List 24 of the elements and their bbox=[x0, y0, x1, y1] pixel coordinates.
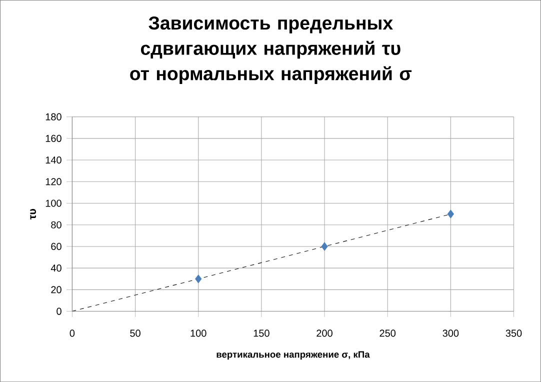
x-tick-label: 50 bbox=[130, 330, 140, 337]
y-tick-label: 60 bbox=[51, 242, 62, 250]
x-tick-label: 100 bbox=[190, 330, 206, 337]
y-tick-label: 20 bbox=[51, 286, 62, 294]
y-tick-label: 100 bbox=[46, 200, 62, 207]
x-tick-label: 200 bbox=[316, 330, 332, 337]
chart-title: Зависимость предельных сдвигающих напряжений τυ от нормальных напряжений σ bbox=[130, 16, 412, 84]
x-tick-label: 0 bbox=[70, 330, 75, 337]
x-tick-label: 350 bbox=[506, 330, 522, 337]
y-tick-label: 140 bbox=[46, 156, 62, 164]
y-tick-label: 180 bbox=[46, 113, 62, 120]
y-tick-label: 80 bbox=[51, 221, 62, 228]
point bbox=[447, 210, 454, 218]
point bbox=[321, 242, 328, 251]
x-tick-label: 250 bbox=[380, 330, 396, 337]
x-axis-title: вертикальное напряжение σ, кПа bbox=[216, 351, 370, 360]
y-tick-label: 0 bbox=[56, 308, 62, 315]
point bbox=[195, 274, 202, 284]
y-tick-label: 40 bbox=[50, 264, 62, 272]
y-axis-title: τυ bbox=[30, 208, 36, 220]
y-tick-label: 120 bbox=[46, 178, 62, 186]
x-tick-label: 300 bbox=[442, 330, 459, 337]
y-tick-label: 160 bbox=[46, 134, 62, 142]
x-tick-label: 150 bbox=[254, 330, 270, 337]
